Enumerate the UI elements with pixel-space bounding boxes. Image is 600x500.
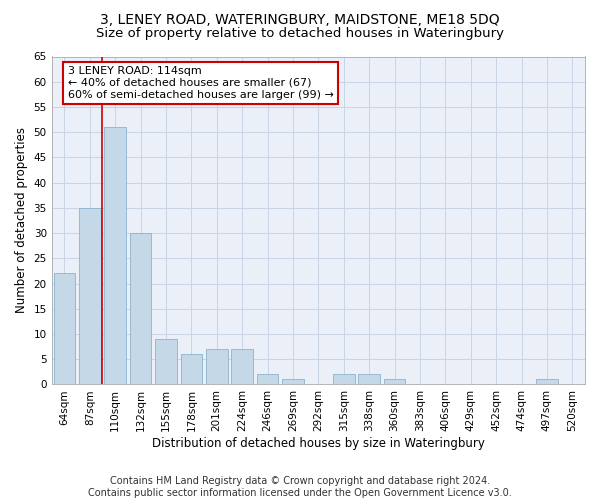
Bar xyxy=(53,274,75,384)
Bar xyxy=(257,374,278,384)
Text: Size of property relative to detached houses in Wateringbury: Size of property relative to detached ho… xyxy=(96,28,504,40)
X-axis label: Distribution of detached houses by size in Wateringbury: Distribution of detached houses by size … xyxy=(152,437,485,450)
Bar xyxy=(181,354,202,384)
Bar xyxy=(232,349,253,384)
Y-axis label: Number of detached properties: Number of detached properties xyxy=(15,128,28,314)
Bar xyxy=(358,374,380,384)
Bar xyxy=(333,374,355,384)
Bar xyxy=(79,208,101,384)
Bar xyxy=(206,349,227,384)
Bar xyxy=(282,380,304,384)
Text: 3 LENEY ROAD: 114sqm
← 40% of detached houses are smaller (67)
60% of semi-detac: 3 LENEY ROAD: 114sqm ← 40% of detached h… xyxy=(68,66,334,100)
Bar xyxy=(104,127,126,384)
Text: 3, LENEY ROAD, WATERINGBURY, MAIDSTONE, ME18 5DQ: 3, LENEY ROAD, WATERINGBURY, MAIDSTONE, … xyxy=(100,12,500,26)
Bar xyxy=(155,339,177,384)
Text: Contains HM Land Registry data © Crown copyright and database right 2024.
Contai: Contains HM Land Registry data © Crown c… xyxy=(88,476,512,498)
Bar xyxy=(384,380,406,384)
Bar xyxy=(130,233,151,384)
Bar xyxy=(536,380,557,384)
